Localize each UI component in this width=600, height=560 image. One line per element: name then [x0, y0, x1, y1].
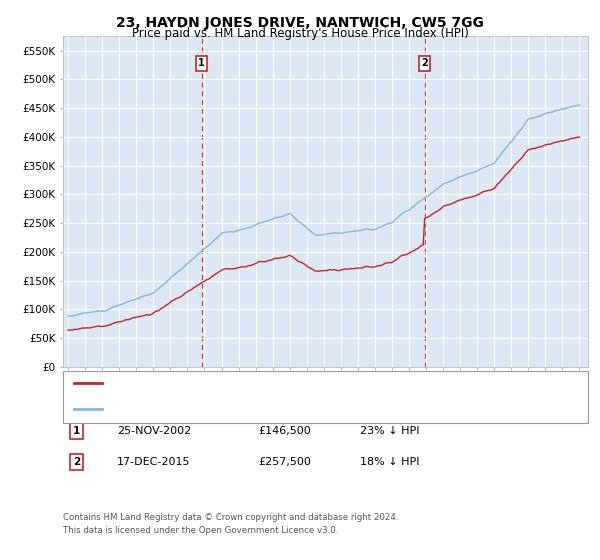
Text: £257,500: £257,500	[258, 457, 311, 467]
Text: 25-NOV-2002: 25-NOV-2002	[117, 426, 191, 436]
Text: Price paid vs. HM Land Registry's House Price Index (HPI): Price paid vs. HM Land Registry's House …	[131, 27, 469, 40]
Text: 23, HAYDN JONES DRIVE, NANTWICH, CW5 7GG (detached house): 23, HAYDN JONES DRIVE, NANTWICH, CW5 7GG…	[108, 378, 450, 388]
Text: 1: 1	[198, 58, 205, 68]
Text: 18% ↓ HPI: 18% ↓ HPI	[360, 457, 419, 467]
Text: £146,500: £146,500	[258, 426, 311, 436]
Text: 2: 2	[73, 457, 80, 467]
Text: 17-DEC-2015: 17-DEC-2015	[117, 457, 191, 467]
Text: HPI: Average price, detached house, Cheshire East: HPI: Average price, detached house, Ches…	[108, 404, 373, 414]
Text: This data is licensed under the Open Government Licence v3.0.: This data is licensed under the Open Gov…	[63, 526, 338, 535]
Text: 1: 1	[73, 426, 80, 436]
Text: Contains HM Land Registry data © Crown copyright and database right 2024.: Contains HM Land Registry data © Crown c…	[63, 513, 398, 522]
Text: 23% ↓ HPI: 23% ↓ HPI	[360, 426, 419, 436]
Text: 2: 2	[421, 58, 428, 68]
Text: 23, HAYDN JONES DRIVE, NANTWICH, CW5 7GG: 23, HAYDN JONES DRIVE, NANTWICH, CW5 7GG	[116, 16, 484, 30]
